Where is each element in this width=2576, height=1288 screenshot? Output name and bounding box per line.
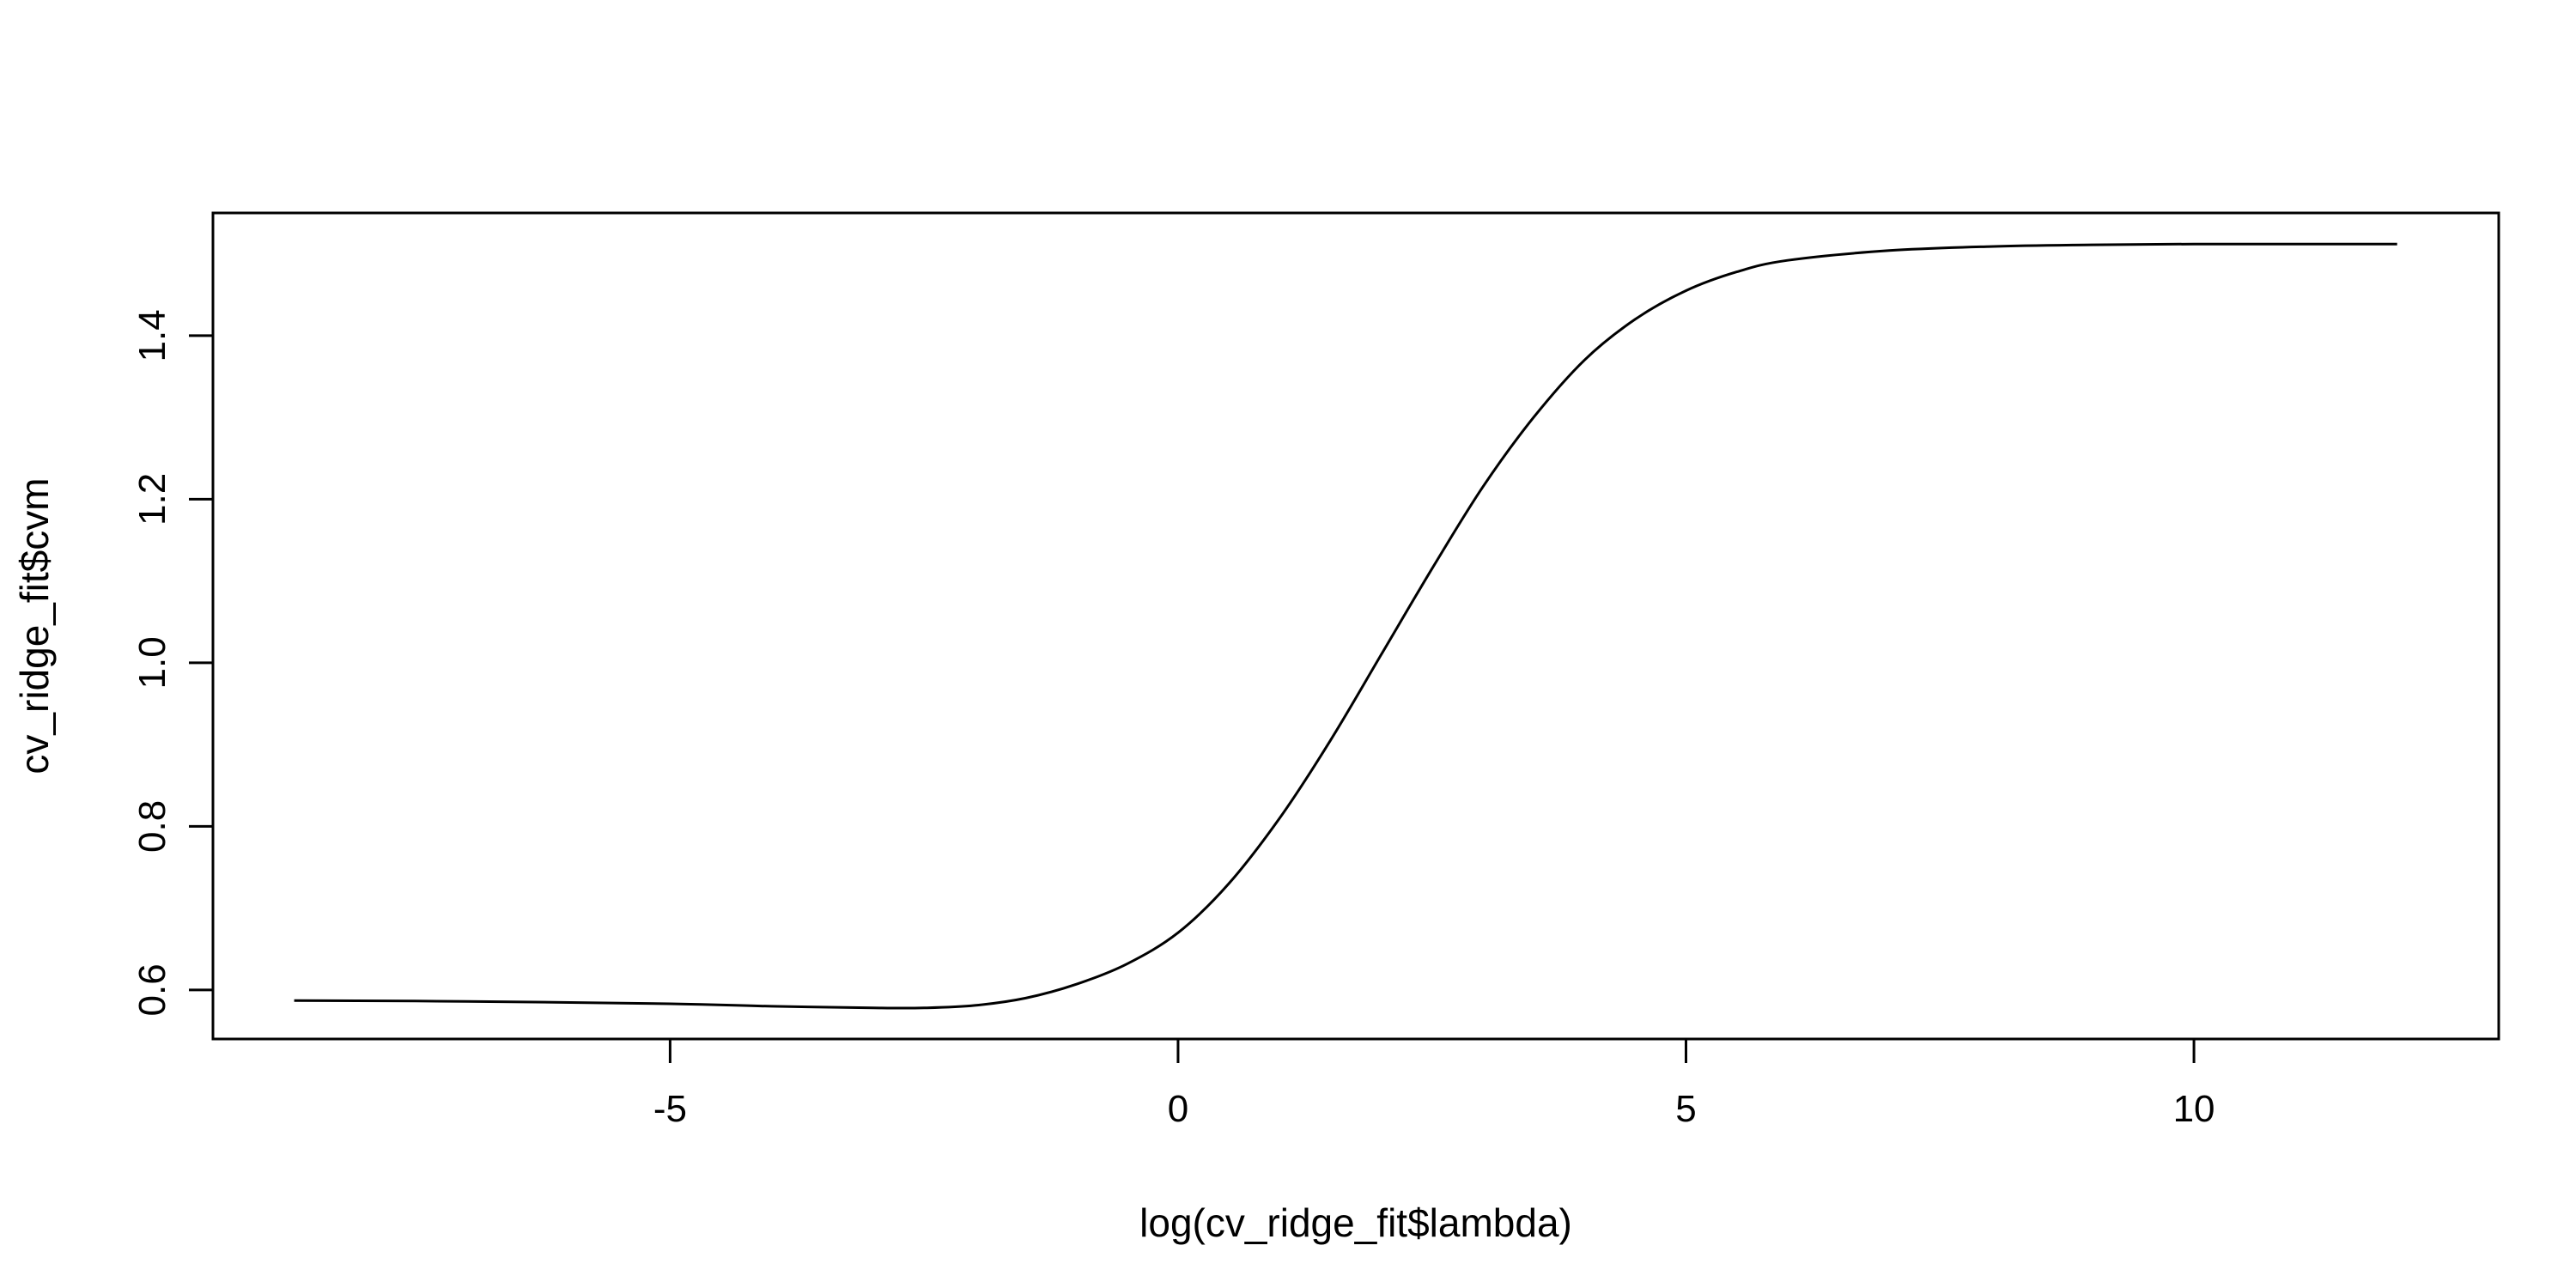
- x-axis-title: log(cv_ridge_fit$lambda): [1139, 1200, 1572, 1245]
- plot-frame: [211, 211, 2500, 1041]
- y-tick-label: 1.2: [131, 473, 173, 526]
- y-axis: 0.6 0.8 1.0 1.2 1.4: [131, 309, 215, 1016]
- x-axis: -5 0 5 10: [653, 1037, 2215, 1130]
- x-tick-label: -5: [653, 1088, 687, 1130]
- x-tick-label: 10: [2173, 1088, 2215, 1130]
- y-tick-label: 0.6: [131, 963, 173, 1016]
- x-tick-label: 5: [1675, 1088, 1696, 1130]
- x-tick-label: 0: [1168, 1088, 1188, 1130]
- y-tick-label: 0.8: [131, 800, 173, 853]
- y-tick-label: 1.4: [131, 309, 173, 361]
- series-line: [294, 242, 2397, 1010]
- y-axis-title: cv_ridge_fit$cvm: [12, 477, 57, 774]
- y-tick-label: 1.0: [131, 636, 173, 689]
